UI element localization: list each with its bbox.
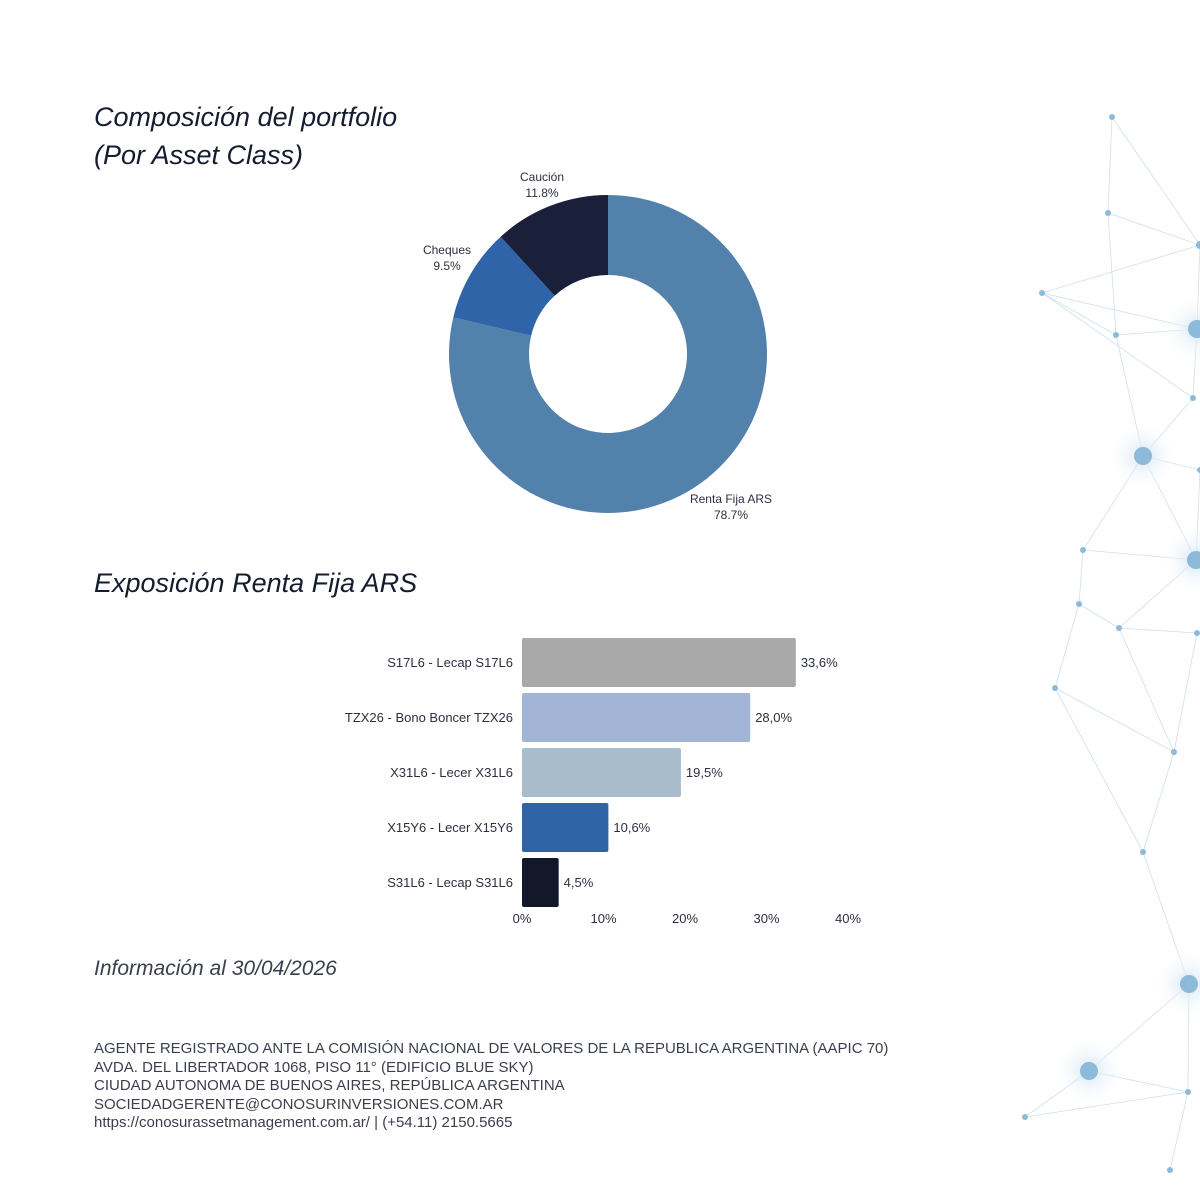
donut-value-cheques: 9.5% — [433, 259, 461, 273]
donut-slice-cheques — [453, 236, 555, 336]
bar-category-label-2: TZX26 - Bono Boncer TZX26 — [345, 710, 513, 725]
bar-value-label-2: 28,0% — [755, 710, 792, 725]
donut-label-cheques: Cheques — [423, 243, 471, 257]
footer-line-city: CIUDAD AUTONOMA DE BUENOS AIRES, REPÚBLI… — [94, 1077, 565, 1094]
bar-3 — [522, 748, 681, 797]
donut-label-cauci-n: Caución — [520, 170, 564, 184]
donut-title-line-1: Composición del portfolio — [94, 102, 398, 132]
bar-5 — [522, 858, 559, 907]
bar-value-label-4: 10,6% — [613, 820, 650, 835]
x-tick-label-2: 20% — [672, 911, 698, 926]
bar-chart-title: Exposición Renta Fija ARS — [94, 568, 418, 598]
donut-chart-title: Composición del portfolio (Por Asset Cla… — [94, 98, 397, 174]
x-tick-label-4: 40% — [835, 911, 861, 926]
bar-category-label-3: X31L6 - Lecer X31L6 — [390, 765, 513, 780]
x-tick-label-0: 0% — [513, 911, 532, 926]
footer-line-registration: AGENTE REGISTRADO ANTE LA COMISIÓN NACIO… — [94, 1040, 889, 1057]
info-date: Información al 30/04/2026 — [94, 957, 337, 980]
donut-slice-cauci-n — [500, 195, 608, 296]
bar-4 — [522, 803, 609, 852]
bar-category-label-1: S17L6 - Lecap S17L6 — [387, 655, 513, 670]
footer: AGENTE REGISTRADO ANTE LA COMISIÓN NACIO… — [94, 1040, 888, 1133]
donut-slice-renta-fija-ars — [448, 195, 767, 513]
footer-line-website-phone[interactable]: https://conosurassetmanagement.com.ar/ |… — [94, 1114, 513, 1131]
bar-category-label-4: X15Y6 - Lecer X15Y6 — [387, 820, 513, 835]
donut-label-renta-fija-ars: Renta Fija ARS — [690, 492, 772, 506]
footer-line-email[interactable]: SOCIEDADGERENTE@CONOSURINVERSIONES.COM.A… — [94, 1095, 504, 1113]
bar-value-label-1: 33,6% — [801, 655, 838, 670]
x-tick-label-1: 10% — [590, 911, 616, 926]
bar-2 — [522, 693, 751, 742]
donut-chart: Renta Fija ARS 78.7% Cheques 9.5% Caución 11.… — [423, 170, 772, 522]
donut-value-cauci-n: 11.8% — [525, 186, 558, 200]
donut-value-renta-fija-ars: 78.7% — [714, 508, 748, 522]
bar-category-label-5: S31L6 - Lecap S31L6 — [387, 875, 513, 890]
footer-line-address: AVDA. DEL LIBERTADOR 1068, PISO 11° (EDI… — [94, 1058, 534, 1076]
bar-value-label-3: 19,5% — [686, 765, 723, 780]
bar-1 — [522, 638, 796, 687]
donut-title-line-2: (Por Asset Class) — [94, 140, 304, 170]
x-tick-label-3: 30% — [753, 911, 779, 926]
bar-value-label-5: 4,5% — [564, 875, 594, 890]
